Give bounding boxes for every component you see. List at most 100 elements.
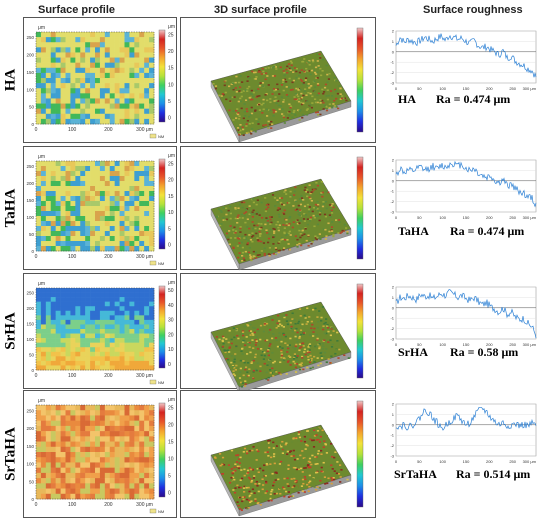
surface-pixel <box>99 57 106 63</box>
surface-3d-speckle <box>257 471 260 474</box>
surface-pixel <box>65 98 71 104</box>
surface-3d-speckle <box>338 348 341 351</box>
surface-3d-speckle <box>303 220 307 222</box>
surface-3d-speckle <box>317 452 320 455</box>
surface-pixel <box>139 62 145 69</box>
surface-3d-speckle <box>301 229 304 232</box>
surface-pixel <box>70 241 76 247</box>
surface-3d-speckle <box>253 475 256 477</box>
surface-3d-speckle <box>262 98 265 101</box>
surface-3d-speckle <box>325 109 329 112</box>
surface-3d-speckle <box>322 446 325 448</box>
surface-pixel <box>109 338 115 343</box>
surface-3d-speckle <box>240 91 243 94</box>
surface-pixel <box>36 356 42 362</box>
surface-pixel <box>45 342 52 348</box>
surface-pixel <box>45 452 52 458</box>
surface-pixel <box>134 47 140 53</box>
surface-3d-speckle <box>293 329 297 332</box>
surface-pixel <box>114 446 120 453</box>
surface-3d-speckle <box>264 474 267 477</box>
surface-3d-speckle <box>283 477 286 480</box>
surface-pixel <box>95 108 101 115</box>
surface-pixel <box>65 462 71 468</box>
surface-3d-speckle <box>302 333 305 335</box>
surface-3d-speckle <box>295 98 298 100</box>
surface-pixel <box>36 221 42 227</box>
surface-3d-speckle <box>265 490 269 493</box>
surface-3d-speckle <box>282 248 285 251</box>
surface-pixel <box>139 103 145 109</box>
surface-3d-speckle <box>296 208 299 211</box>
surface-3d-speckle <box>224 91 227 94</box>
surface-pixel <box>50 98 56 104</box>
surface-pixel <box>75 83 81 89</box>
surface-3d-speckle <box>254 368 257 371</box>
surface-3d-speckle <box>304 478 307 481</box>
surface-pixel <box>60 488 66 495</box>
surface-pixel <box>36 324 42 330</box>
surface-3d-speckle <box>303 348 306 351</box>
surface-pixel <box>119 462 125 468</box>
surface-3d-speckle <box>274 88 278 91</box>
surface-3d-speckle <box>294 199 297 202</box>
roughness-y-tick: 0 <box>392 178 395 183</box>
surface-pixel <box>134 72 140 79</box>
surface-3d-speckle <box>304 227 307 229</box>
surface-pixel <box>36 231 42 237</box>
surface-3d-speckle <box>229 217 232 220</box>
surface-pixel <box>50 347 56 353</box>
surface-pixel <box>124 98 130 104</box>
surface-3d-speckle <box>243 212 246 215</box>
surface-3d-speckle <box>309 104 312 106</box>
surface-pixel <box>65 452 71 458</box>
surface-3d-speckle <box>320 470 323 473</box>
surface-3d-speckle <box>293 485 296 487</box>
surface-pixel <box>75 457 81 463</box>
surface-pixel <box>85 415 91 421</box>
surface-3d-speckle <box>280 350 283 353</box>
surface-3d-speckle <box>312 60 315 63</box>
surface-pixel <box>149 226 155 232</box>
surface-3d-speckle <box>212 82 215 85</box>
surface-3d-speckle <box>346 478 349 481</box>
colorbar-unit-label: μm <box>168 24 175 30</box>
surface-3d-speckle <box>246 218 249 221</box>
surface-3d-speckle <box>305 67 308 70</box>
surface-3d-speckle <box>269 372 272 374</box>
surface-pixel <box>40 319 47 325</box>
surface-3d-speckle <box>251 339 254 341</box>
surface-pixel <box>149 196 155 202</box>
surface-pixel <box>124 472 130 479</box>
surface-3d-speckle <box>235 345 238 348</box>
surface-3d-speckle <box>282 486 285 489</box>
surface-pixel <box>144 360 150 366</box>
surface-pixel <box>119 113 125 120</box>
surface-pixel <box>70 67 76 74</box>
surface-pixel <box>75 103 81 109</box>
surface-pixel <box>65 472 71 479</box>
surface-pixel <box>129 241 135 247</box>
surface-3d-speckle <box>298 431 301 433</box>
surface-pixel <box>85 425 91 432</box>
surface-3d-speckle <box>238 252 241 254</box>
surface-3d-speckle <box>267 67 270 69</box>
surface-pixel <box>109 83 115 89</box>
surface-3d-speckle <box>272 361 275 364</box>
surface-pixel <box>55 292 61 298</box>
surface-pixel <box>114 410 120 416</box>
surface-pixel <box>104 441 111 448</box>
surface-pixel <box>139 425 145 432</box>
surface-3d-speckle <box>243 237 246 239</box>
surface-pixel <box>104 196 111 202</box>
surface-3d-speckle <box>280 461 283 464</box>
surface-3d-speckle <box>231 364 235 367</box>
surface-3d-speckle <box>289 215 292 218</box>
surface-pixel <box>144 32 150 38</box>
surface-3d-speckle <box>316 200 319 203</box>
surface-3d-speckle <box>246 242 250 244</box>
surface-pixel <box>114 171 120 177</box>
surface-pixel <box>60 483 66 489</box>
surface-3d-speckle <box>346 230 349 233</box>
surface-3d-speckle <box>273 89 276 92</box>
